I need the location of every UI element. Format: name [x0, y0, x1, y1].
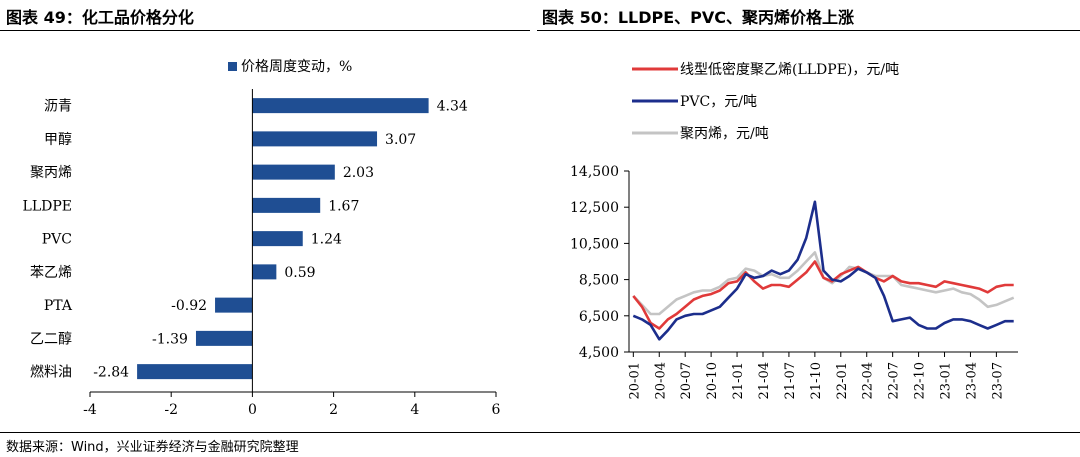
- legend-swatch: [228, 62, 237, 71]
- y-tick-label: 14,500: [570, 164, 619, 180]
- series-line: [632, 260, 1014, 330]
- x-tick-label: 23-01: [939, 362, 954, 399]
- data-label: -0.92: [171, 298, 207, 314]
- data-label: 1.67: [328, 198, 359, 214]
- legend-label: 价格周度变动，%: [241, 59, 352, 75]
- x-tick-label: -4: [83, 402, 97, 418]
- x-tick-label: 0: [248, 402, 257, 418]
- x-tick-label: 23-04: [964, 362, 979, 399]
- y-tick-label: 12,500: [570, 200, 619, 216]
- bar: [252, 164, 335, 180]
- source-note: 数据来源：Wind，兴业证券经济与金融研究院整理: [6, 440, 299, 455]
- category-label: PTA: [44, 298, 73, 314]
- x-tick-label: 22-04: [861, 362, 876, 399]
- bar: [252, 264, 277, 280]
- x-tick-label: 21-10: [809, 362, 824, 399]
- x-tick-label: -2: [164, 402, 178, 418]
- bar: [252, 131, 378, 147]
- legend-label: PVC，元/吨: [680, 94, 757, 110]
- data-label: 4.34: [437, 99, 468, 115]
- x-tick-label: 6: [492, 402, 501, 418]
- x-tick-label: 20-04: [653, 362, 668, 399]
- category-label: PVC: [42, 232, 72, 248]
- bar: [215, 297, 253, 313]
- x-tick-label: 21-07: [783, 362, 798, 399]
- right-chart-title: 图表 50：LLDPE、PVC、聚丙烯价格上涨: [542, 8, 855, 27]
- category-label: 苯乙烯: [30, 264, 72, 281]
- bar: [252, 98, 429, 114]
- title-divider-right: [537, 30, 1080, 31]
- series-line: [632, 200, 1014, 341]
- data-label: 0.59: [284, 265, 315, 281]
- x-tick-label: 22-07: [887, 362, 902, 399]
- data-label: 1.24: [311, 232, 342, 248]
- left-chart-title: 图表 49：化工品价格分化: [6, 8, 194, 27]
- x-tick-label: 2: [329, 402, 338, 418]
- data-label: 2.03: [343, 165, 374, 181]
- x-tick-label: 4: [410, 402, 419, 418]
- bar-chart: 价格周度变动，% 沥青 4.34 甲醇 3.07 聚丙烯 2.03 LLDPE 1.67 PVC 1…: [23, 59, 501, 418]
- data-label: 3.07: [385, 132, 416, 148]
- legend-label: 聚丙烯，元/吨: [680, 126, 769, 142]
- data-label: -2.84: [93, 365, 129, 381]
- footer-divider: [0, 432, 1080, 433]
- category-label: LLDPE: [23, 198, 72, 214]
- x-tick-label: 23-07: [990, 362, 1005, 399]
- x-tick-label: 21-04: [757, 362, 772, 399]
- x-tick-label: 22-10: [913, 362, 928, 399]
- category-label: 乙二醇: [30, 330, 72, 347]
- y-tick-label: 6,500: [579, 309, 619, 325]
- x-tick-label: 22-01: [835, 362, 850, 399]
- bar: [195, 330, 253, 346]
- category-label: 甲醇: [44, 131, 72, 148]
- y-tick-label: 8,500: [579, 273, 619, 289]
- x-tick-label: 21-01: [731, 362, 746, 399]
- data-label: -1.39: [152, 331, 188, 347]
- category-label: 聚丙烯: [30, 165, 72, 181]
- bar: [252, 231, 303, 247]
- bar: [137, 364, 253, 380]
- category-label: 沥青: [44, 99, 72, 115]
- title-divider-left: [0, 30, 530, 31]
- x-tick-label: 20-07: [679, 362, 694, 399]
- category-label: 燃料油: [30, 364, 72, 381]
- x-tick-label: 20-01: [627, 362, 642, 399]
- legend-label: 线型低密度聚乙烯(LLDPE)，元/吨: [680, 61, 899, 78]
- y-tick-label: 10,500: [570, 236, 619, 252]
- x-tick-label: 20-10: [705, 362, 720, 399]
- bar: [252, 197, 321, 213]
- y-tick-label: 4,500: [579, 345, 619, 361]
